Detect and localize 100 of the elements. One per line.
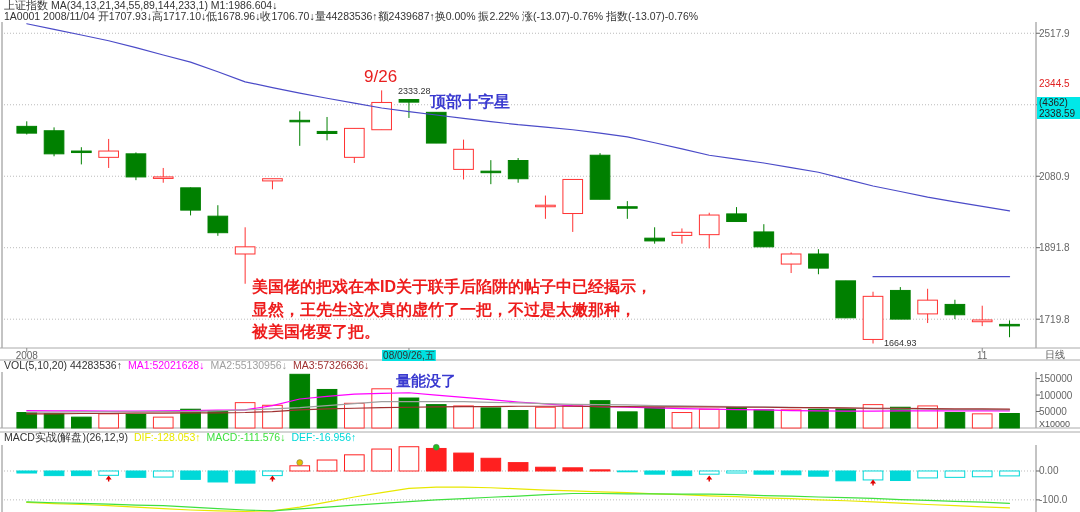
text: 2338.59 [1039,108,1076,119]
candlestick [671,227,693,245]
y-tick-label: 0.00 [1039,465,1059,477]
bar [289,465,311,472]
bar [562,405,584,429]
annotation: 美国佬的把戏在本ID关于联手后陷阱的帖子中已经揭示， [251,277,652,295]
bar [98,413,119,429]
bar [698,408,720,429]
bar [971,413,993,429]
y-tick-label: 2517.9 [1039,27,1071,39]
bar [398,446,420,472]
y-tick-label: 1891.8 [1039,242,1071,254]
bar [43,413,65,429]
bar [398,397,420,429]
bar [480,457,502,472]
candlestick [971,305,993,327]
bar [617,411,638,429]
series-label: DEF:-16.956↑ [291,431,357,443]
line-series [26,492,1011,512]
annotation: 2333.28 [398,86,431,96]
bar [917,470,938,479]
bar [180,470,201,480]
point [105,475,112,482]
bar [780,409,802,429]
bar [207,470,229,483]
annotation: 被美国佬耍了把。 [251,322,380,340]
bar [535,466,556,472]
chart-title: 上证指数 MA(34,13,21,34,55,89,144,233,1) M1:1986.604↓ [4,0,278,11]
candlestick [316,116,338,141]
bar [999,413,1020,429]
candlestick [944,299,966,320]
point [870,479,877,486]
bar [589,400,611,429]
bar [644,407,665,429]
candlestick [507,157,529,184]
bar [71,416,92,429]
candlestick [698,212,720,249]
line-series [26,392,1011,412]
bar [480,407,502,429]
bar [971,470,993,478]
bar [371,448,392,472]
bar [944,470,966,478]
bar [753,470,775,475]
bar [808,470,829,477]
bar [125,413,147,429]
bar [808,408,829,429]
annotation: 量能没了 [395,372,456,389]
point [296,459,303,466]
y-tick-label: 1719.8 [1039,313,1071,325]
bar [16,470,38,474]
candlestick [180,186,201,216]
y-tick-label: 150000 [1039,373,1073,385]
bar [999,470,1020,477]
bar [726,406,747,429]
x-tick-label: 08/09/26,五 [383,350,435,361]
bar [862,470,884,481]
bar [425,404,447,429]
bar [835,408,857,429]
bar [425,447,447,472]
bar [43,470,65,477]
text: (4362) [1039,97,1068,108]
bar [507,410,529,429]
text: 日线 [1045,349,1065,360]
bar [890,470,911,482]
bar [152,416,174,429]
candlestick [398,99,420,119]
bar [262,470,283,477]
bar [698,470,720,475]
text: MA1:52021628↓ [127,359,205,371]
bar [453,452,474,472]
bar [125,470,147,478]
line-series [26,486,1011,512]
bar [753,409,775,429]
text: MA3:57326636↓ [292,359,370,371]
line-series [26,405,1011,415]
text: DIF:-128.053↑ [133,431,201,443]
y-tick-label: 50000 [1039,406,1068,418]
bar [234,470,256,484]
bar [344,454,365,472]
bar [16,412,38,429]
candlestick [207,204,229,237]
bar [453,405,474,429]
text: MA2:55130956↓ [210,359,287,371]
bar [726,470,747,474]
y-tick-label: -100.0 [1039,494,1068,506]
text: 2344.5 [1039,78,1071,89]
bar [535,406,556,429]
bar [316,459,338,472]
bar [562,467,584,472]
y-tick-label: 100000 [1039,389,1073,401]
y-tick-label: 2080.9 [1039,170,1071,182]
point [706,475,713,482]
point [432,444,440,451]
bar [98,470,119,476]
candlestick [753,223,775,248]
bar [671,412,693,429]
candlestick [98,138,119,169]
bar [944,412,966,429]
line-series [26,23,1011,212]
candlestick [125,151,147,181]
